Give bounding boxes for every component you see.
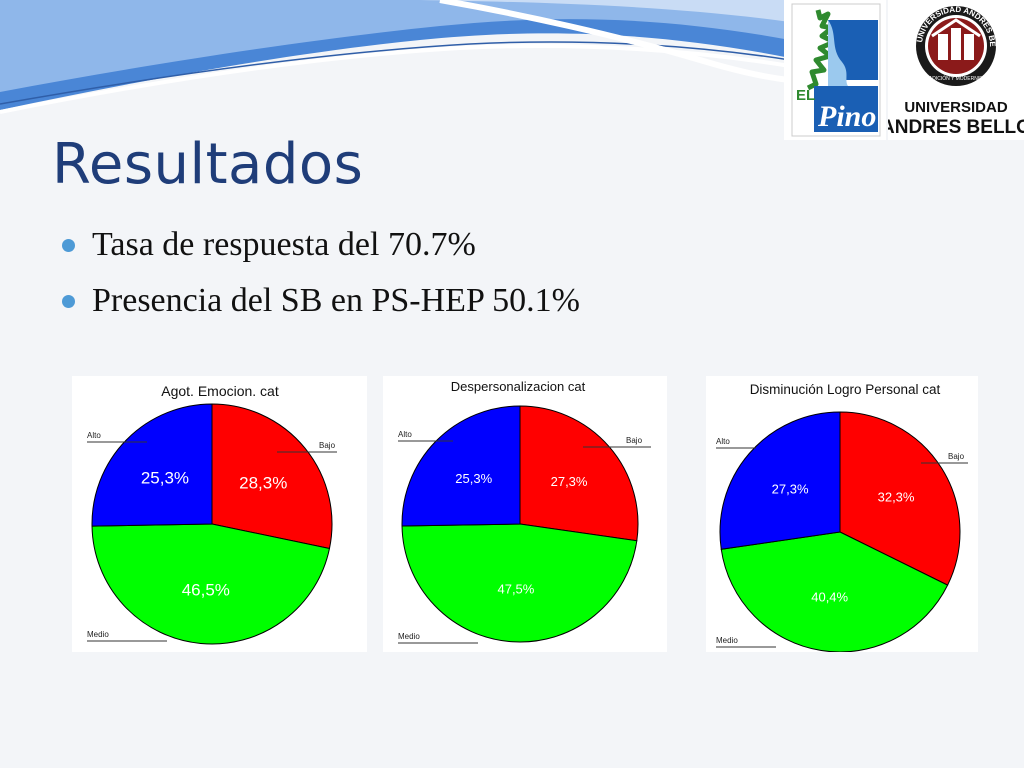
pie-chart-disminucion-logro: Disminución Logro Personal cat 32,3% 40,4%… [716, 382, 968, 652]
el-pino-logo: EL Pino [784, 0, 886, 140]
pie-chart-agot-emocion: Agot. Emocion. cat 28,3% 46,5% 25,3% Alto Baj… [87, 383, 337, 645]
chart-title: Despersonalizacion cat [451, 379, 586, 394]
bullet-list: Tasa de respuesta del 70.7% Presencia de… [62, 222, 580, 334]
legend-label-medio: Medio [398, 632, 420, 641]
slice-label-alto: 25,3% [455, 471, 492, 486]
slide-title: Resultados [52, 132, 364, 197]
bullet-dot-icon [62, 295, 75, 308]
pie-slice-medio [720, 531, 949, 652]
chart-panel-disminucion-logro: Disminución Logro Personal cat 32,3% 40,4%… [706, 376, 978, 652]
legend-label-medio: Medio [87, 630, 109, 639]
legend-label-alto: Alto [87, 431, 101, 440]
chart-title: Agot. Emocion. cat [161, 383, 279, 399]
el-pino-logo-graphic: EL Pino [791, 3, 881, 137]
unab-logo-line2: ANDRES BELLO [888, 117, 1024, 138]
chart-panel-agot-emocion: Agot. Emocion. cat 28,3% 46,5% 25,3% Alto Baj… [72, 376, 367, 652]
el-pino-logo-el: EL [796, 87, 815, 104]
pie-chart-despersonalizacion: Despersonalizacion cat 27,3% 47,5% 25,3% Alt… [398, 379, 651, 644]
pie-slice-medio [401, 523, 638, 643]
slice-label-bajo: 28,3% [239, 473, 287, 492]
header-wave-decoration [0, 0, 790, 114]
pie-slice-bajo [211, 403, 333, 550]
legend-label-alto: Alto [716, 437, 730, 446]
unab-logo-line1: UNIVERSIDAD [904, 99, 1008, 116]
bullet-item: Presencia del SB en PS-HEP 50.1% [62, 278, 580, 334]
chart-panel-despersonalizacion: Despersonalizacion cat 27,3% 47,5% 25,3% Alt… [383, 376, 667, 652]
pie-slice-bajo [839, 411, 961, 586]
slice-label-bajo: 32,3% [878, 490, 915, 505]
slice-label-medio: 47,5% [497, 581, 534, 596]
slice-label-medio: 40,4% [811, 590, 848, 605]
pie-slice-medio [91, 523, 331, 645]
legend-label-bajo: Bajo [319, 441, 336, 450]
bullet-text: Tasa de respuesta del 70.7% [92, 226, 476, 263]
slice-label-alto: 27,3% [772, 481, 809, 496]
legend-label-bajo: Bajo [626, 436, 643, 445]
bullet-item: Tasa de respuesta del 70.7% [62, 222, 580, 278]
legend-label-alto: Alto [398, 430, 412, 439]
slice-label-bajo: 27,3% [551, 474, 588, 489]
chart-title: Disminución Logro Personal cat [750, 382, 941, 397]
pie-slice-alto [719, 411, 841, 550]
slice-label-alto: 25,3% [141, 469, 189, 488]
unab-logo-motto: TRADICIÓN Y MODERNIDAD [922, 75, 990, 82]
slice-label-medio: 46,5% [182, 581, 230, 600]
pie-slice-alto [91, 403, 213, 527]
unab-logo-graphic: UNIVERSIDAD ANDRES BELLO TRADICIÓN Y MOD… [881, 0, 1024, 138]
bullet-dot-icon [62, 239, 75, 252]
universidad-andres-bello-logo: UNIVERSIDAD ANDRES BELLO TRADICIÓN Y MOD… [881, 0, 1024, 140]
legend-label-bajo: Bajo [948, 452, 965, 461]
el-pino-logo-wordmark: Pino [817, 100, 876, 133]
legend-label-medio: Medio [716, 636, 738, 645]
bullet-text: Presencia del SB en PS-HEP 50.1% [92, 282, 580, 319]
pie-slice-alto [401, 405, 521, 527]
